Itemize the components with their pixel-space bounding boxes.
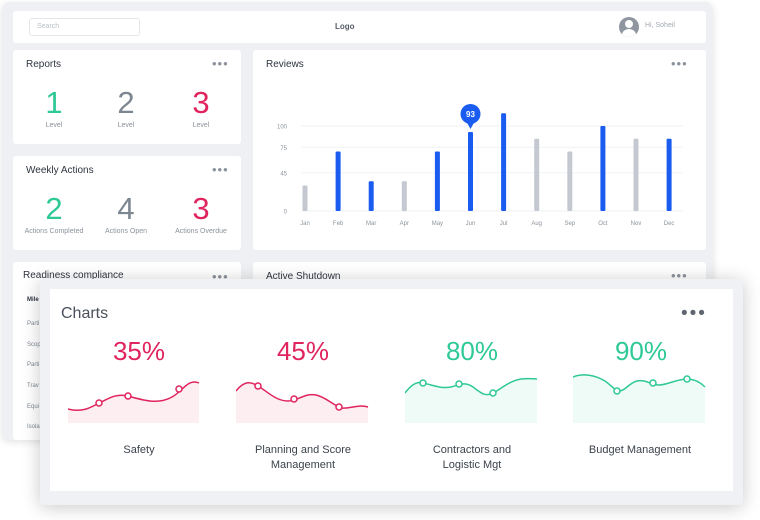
top-bar: Search Logo Hi, Soheil bbox=[13, 11, 706, 43]
x-tick-label: Feb bbox=[333, 221, 344, 227]
budget-percent: 90% bbox=[614, 336, 668, 366]
card-title: Active Shutdown bbox=[266, 271, 341, 282]
table-row: Equi bbox=[27, 404, 40, 410]
bar bbox=[534, 138, 540, 211]
label-line: Planning and Score bbox=[254, 444, 351, 456]
charts-title: Charts bbox=[61, 305, 109, 322]
x-tick-label: Aug bbox=[531, 221, 542, 227]
stat-label: Actions Overdue bbox=[175, 228, 227, 235]
annotation-marker bbox=[460, 103, 481, 124]
stat-label: Actions Completed bbox=[24, 228, 84, 235]
reviews-bar-chart: 0 45 75 100 Jan Feb Mar Apr May Jun Jul Aug Sep Oct No… bbox=[277, 103, 683, 227]
table-row: Parti bbox=[27, 321, 40, 327]
bar bbox=[368, 181, 374, 211]
label-line: Safety bbox=[123, 444, 155, 456]
stat-value: 2 bbox=[45, 191, 63, 226]
card-title: Weekly Actions bbox=[26, 165, 94, 176]
y-tick-label: 0 bbox=[284, 210, 288, 216]
x-tick-label: Mar bbox=[366, 221, 376, 227]
reviews-card: Reviews ••• 0 45 75 100 Jan Feb Mar Apr May Jun Ju… bbox=[253, 50, 706, 250]
bar bbox=[302, 185, 308, 211]
report-level-1: 1 Level bbox=[19, 85, 89, 130]
contractors-percent: 80% bbox=[445, 336, 499, 366]
bar bbox=[633, 138, 639, 211]
actions-overdue: 3 Actions Overdue bbox=[166, 191, 236, 236]
actions-open: 4 Actions Open bbox=[91, 191, 161, 236]
x-tick-label: May bbox=[432, 221, 443, 227]
stat-label: Level bbox=[117, 122, 135, 129]
stat-label: Level bbox=[45, 122, 63, 129]
avatar[interactable] bbox=[619, 17, 639, 37]
x-tick-label: Dec bbox=[664, 221, 675, 227]
x-tick-label: Sep bbox=[564, 221, 575, 227]
stat-value: 4 bbox=[117, 191, 135, 226]
planning-sparkline bbox=[236, 381, 369, 423]
more-options-icon[interactable]: ••• bbox=[681, 303, 707, 324]
stat-value: 1 bbox=[45, 85, 63, 120]
table-row: Isola bbox=[27, 424, 40, 430]
safety-percent: 35% bbox=[112, 336, 166, 366]
bar bbox=[434, 151, 440, 211]
reports-card: Reports ••• 1 Level 2 Level 3 Level bbox=[13, 50, 241, 144]
more-options-icon[interactable]: ••• bbox=[671, 268, 688, 283]
bar bbox=[666, 138, 672, 211]
bar bbox=[600, 126, 606, 211]
search-input[interactable]: Search bbox=[29, 18, 140, 36]
table-row: Trav bbox=[27, 383, 39, 389]
planning-percent: 45% bbox=[276, 336, 330, 366]
y-tick-label: 45 bbox=[280, 171, 287, 177]
stat-label: Actions Open bbox=[104, 228, 148, 235]
more-options-icon[interactable]: ••• bbox=[671, 56, 688, 71]
contractors-label: Contractors and Logistic Mgt bbox=[397, 443, 547, 473]
label-line: Contractors and bbox=[432, 444, 512, 456]
charts-panel: Charts ••• 35% 45% 80% 90% Safety Planni… bbox=[40, 279, 743, 505]
card-title: Readiness compliance bbox=[23, 270, 124, 281]
x-tick-label: Oct bbox=[598, 221, 608, 227]
label-line: Budget Management bbox=[588, 444, 692, 456]
table-row: Parti bbox=[27, 362, 40, 368]
logo: Logo bbox=[335, 22, 355, 31]
annotation-label: 93 bbox=[466, 110, 475, 119]
table-row: Scop bbox=[27, 342, 41, 348]
card-title: Reports bbox=[26, 59, 62, 70]
stat-value: 3 bbox=[192, 85, 210, 120]
stat-value: 3 bbox=[192, 191, 210, 226]
user-greeting[interactable]: Hi, Soheil bbox=[645, 22, 675, 29]
more-options-icon[interactable]: ••• bbox=[212, 162, 229, 177]
bar bbox=[501, 113, 507, 211]
card-title: Reviews bbox=[266, 59, 304, 70]
contractors-sparkline bbox=[405, 377, 538, 423]
planning-label: Planning and Score Management bbox=[228, 443, 378, 473]
x-tick-label: Jan bbox=[300, 221, 310, 227]
x-tick-label: Jul bbox=[500, 221, 508, 227]
label-line: Logistic Mgt bbox=[442, 459, 502, 471]
bar bbox=[401, 181, 407, 211]
report-level-2: 2 Level bbox=[91, 85, 161, 130]
y-tick-label: 75 bbox=[280, 146, 287, 152]
report-level-3: 3 Level bbox=[166, 85, 236, 130]
more-options-icon[interactable]: ••• bbox=[212, 56, 229, 71]
bar bbox=[468, 131, 473, 211]
stat-value: 2 bbox=[117, 85, 135, 120]
label-line: Management bbox=[270, 459, 336, 471]
bar bbox=[335, 151, 341, 211]
safety-label: Safety bbox=[64, 443, 214, 458]
table-header: Mile bbox=[27, 297, 39, 303]
budget-label: Budget Management bbox=[565, 443, 715, 458]
x-tick-label: Nov bbox=[631, 221, 642, 227]
bar bbox=[567, 151, 573, 211]
x-tick-label: Apr bbox=[400, 221, 409, 227]
weekly-actions-card: Weekly Actions ••• 2 Actions Completed 4… bbox=[13, 156, 241, 250]
x-tick-label: Jun bbox=[466, 221, 476, 227]
stat-label: Level bbox=[192, 122, 210, 129]
y-tick-label: 100 bbox=[277, 125, 288, 131]
safety-sparkline bbox=[68, 381, 200, 423]
budget-sparkline bbox=[573, 374, 706, 423]
actions-completed: 2 Actions Completed bbox=[19, 191, 89, 236]
